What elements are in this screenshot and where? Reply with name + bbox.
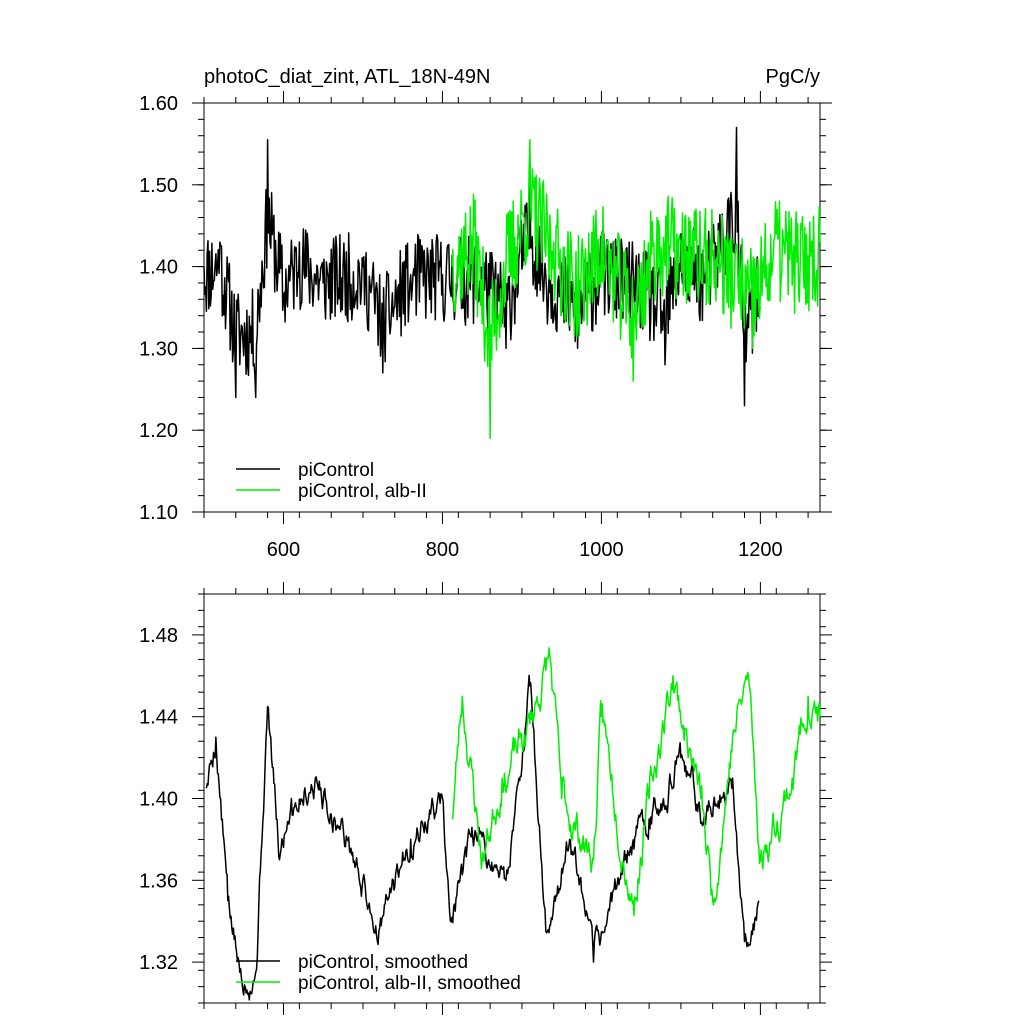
top-legend: piControl piControl, alb-II <box>236 460 427 502</box>
y-tick-label: 1.60 <box>139 93 178 115</box>
x-tick-label: 600 <box>267 539 300 561</box>
series-line-picontrol-alb-ii <box>451 139 821 440</box>
y-tick-label: 1.48 <box>139 625 178 647</box>
bottom-ticks: 1.32 1.36 1.40 1.44 1.48 <box>139 582 832 1015</box>
y-tick-label: 1.10 <box>139 502 178 524</box>
bottom-series <box>205 647 821 1001</box>
y-tick-label: 1.40 <box>139 257 178 279</box>
chart-title: photoC_diat_zint, ATL_18N-49N <box>204 66 490 88</box>
x-tick-label: 1000 <box>579 539 624 561</box>
x-tick-label: 800 <box>426 539 459 561</box>
legend-label-alb-ii: piControl, alb-II <box>298 481 427 502</box>
bottom-plot-frame <box>203 593 821 1004</box>
series-line-picontrol-smoothed <box>205 674 760 1001</box>
y-tick-label: 1.20 <box>139 420 178 442</box>
x-tick-label: 1200 <box>738 539 783 561</box>
legend-label-picontrol-smoothed: piControl, smoothed <box>298 952 468 973</box>
top-series <box>203 126 821 440</box>
y-tick-label: 1.44 <box>139 707 178 729</box>
units-label: PgC/y <box>766 66 820 88</box>
y-tick-label: 1.36 <box>139 870 178 892</box>
legend-label-picontrol: piControl <box>298 460 374 481</box>
y-tick-label: 1.32 <box>139 952 178 974</box>
bottom-legend: piControl, smoothed piControl, alb-II, s… <box>236 952 521 994</box>
y-tick-label: 1.30 <box>139 338 178 360</box>
y-tick-label: 1.50 <box>139 175 178 197</box>
y-tick-label: 1.40 <box>139 789 178 811</box>
top-ticks: 600 800 1000 1200 1.10 1.20 1.30 1.40 1.50 1.60 <box>139 91 832 561</box>
top-plot-frame <box>203 102 821 513</box>
top-panel: 600 800 1000 1200 1.10 1.20 1.30 1.40 1.50 1.60 p… <box>139 91 832 561</box>
bottom-panel: 1.32 1.36 1.40 1.44 1.48 piControl, smoothed… <box>139 582 832 1015</box>
legend-label-alb-ii-smoothed: piControl, alb-II, smoothed <box>298 973 521 994</box>
series-line-picontrol-alb-ii-smoothed <box>451 647 821 917</box>
